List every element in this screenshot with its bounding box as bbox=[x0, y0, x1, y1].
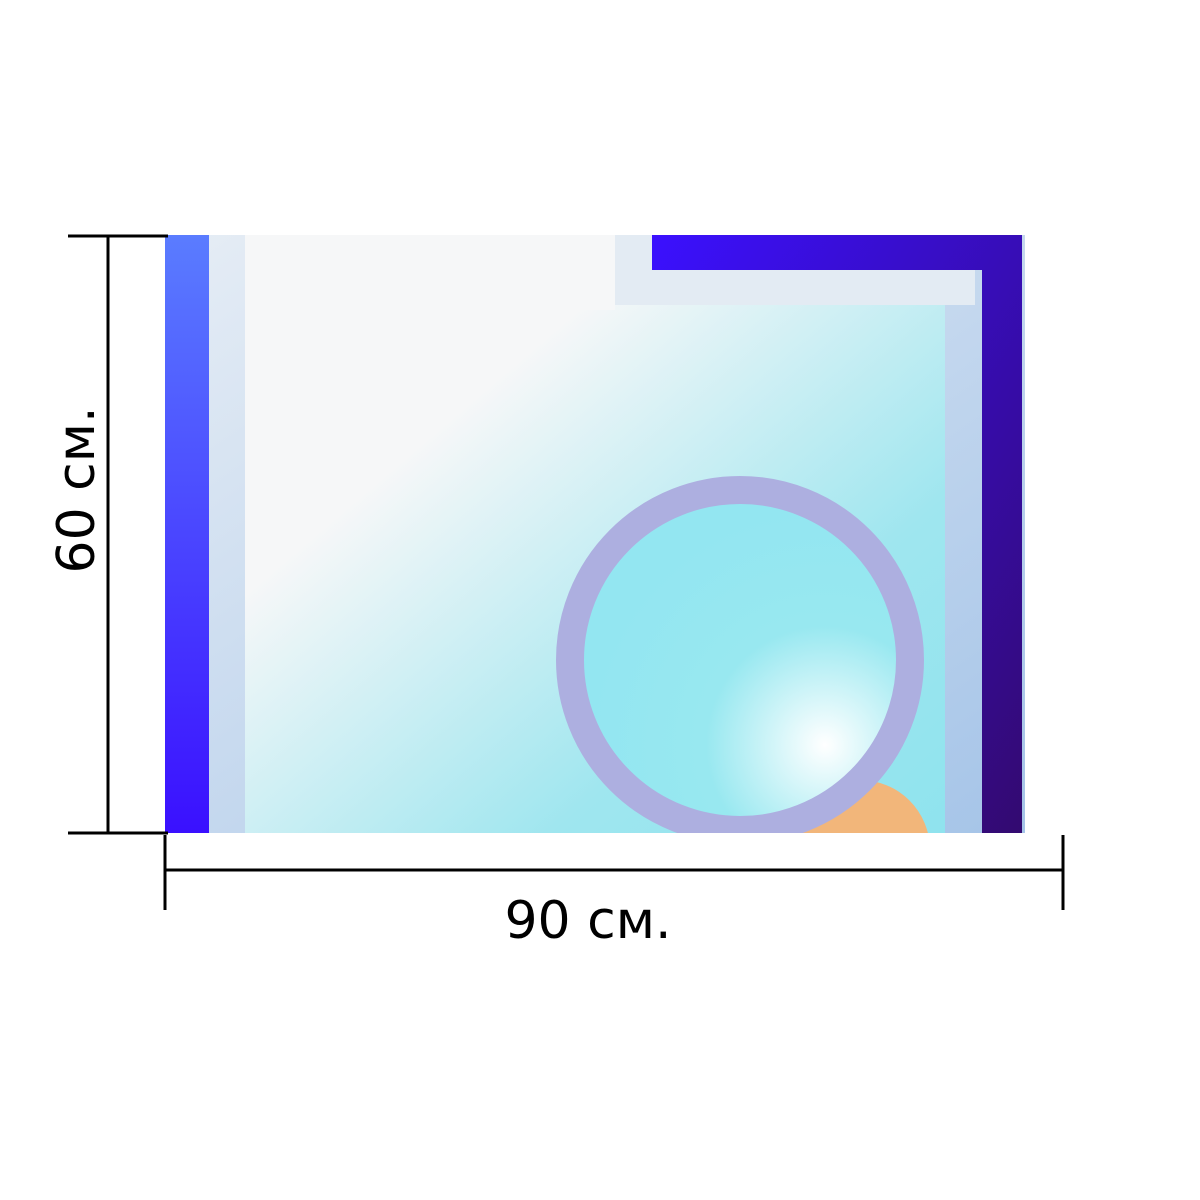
dimension-lines bbox=[68, 234, 1065, 910]
height-label: 60 см. bbox=[47, 406, 107, 573]
board bbox=[165, 235, 1025, 833]
width-label: 90 см. bbox=[504, 891, 671, 951]
